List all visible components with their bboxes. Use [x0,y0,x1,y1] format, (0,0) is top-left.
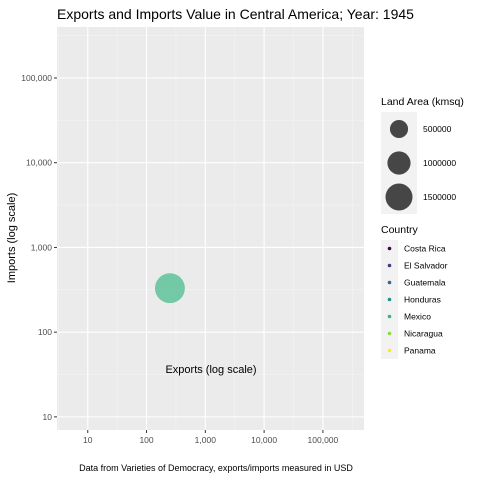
x-tick-label: 100,000 [308,435,339,445]
x-tick-label: 100 [139,435,153,445]
plot-panel [57,27,364,430]
data-point-mexico [154,273,185,304]
y-axis-ticks: 10 100 1,000 10,000 100,000 [21,73,57,422]
color-legend-dot [387,331,392,336]
y-tick-label: 100 [38,327,52,337]
chart-caption: Data from Varieties of Democracy, export… [79,463,353,473]
color-legend-dot [387,246,392,251]
color-legend-label: El Salvador [404,261,448,271]
size-legend-title: Land Area (kmsq) [381,96,464,108]
color-legend: Country Costa Rica El Salvador Guatemala Ho… [381,224,448,359]
grid-lines [57,27,364,430]
color-legend-label: Mexico [404,312,431,322]
x-axis-label: Exports (log scale) [165,364,256,376]
y-tick-label: 1,000 [31,242,53,252]
color-legend-label: Honduras [404,295,441,305]
size-legend-label: 500000 [423,124,452,134]
size-legend-label: 1000000 [423,158,456,168]
size-legend-circle [389,119,409,139]
data-points [154,273,185,304]
y-tick-label: 100,000 [21,73,52,83]
chart-title: Exports and Imports Value in Central Ame… [57,6,414,22]
color-legend-dot [387,348,392,353]
color-legend-dot [387,314,392,319]
x-tick-label: 1,000 [195,435,217,445]
size-legend-circle [385,183,413,211]
color-legend-label: Nicaragua [404,329,443,339]
y-axis-label: Imports (log scale) [6,193,18,283]
size-legend: Land Area (kmsq) 500000 1000000 1500000 [381,96,464,214]
color-legend-label: Panama [404,346,436,356]
x-axis-ticks: 10 100 1,000 10,000 100,000 [83,430,339,445]
y-tick-label: 10,000 [26,158,52,168]
y-tick-label: 10 [43,412,53,422]
color-legend-label: Guatemala [404,278,446,288]
color-legend-dot [387,263,392,268]
x-tick-label: 10 [83,435,93,445]
color-legend-dot [387,297,392,302]
size-legend-label: 1500000 [423,192,456,202]
color-legend-label: Costa Rica [404,244,446,254]
size-legend-circle [387,151,411,175]
color-legend-title: Country [381,224,419,236]
color-legend-dot [387,280,392,285]
x-tick-label: 10,000 [251,435,277,445]
